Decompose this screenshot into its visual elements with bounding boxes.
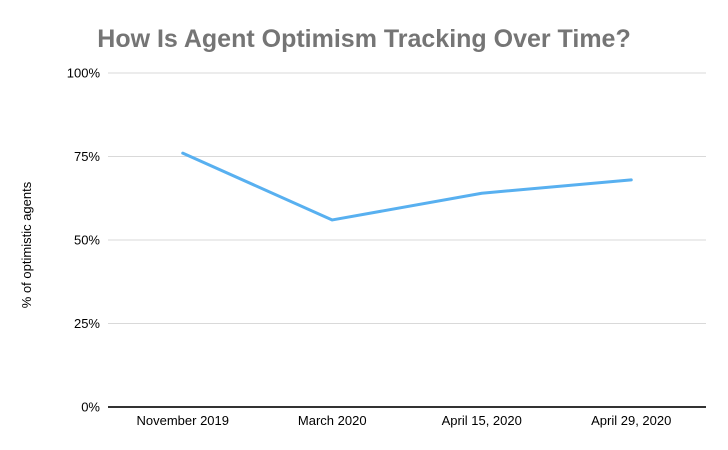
gridlines — [108, 72, 706, 408]
x-axis-tick-labels: November 2019 March 2020 April 15, 2020 Apr… — [137, 413, 672, 428]
data-series — [181, 151, 633, 222]
x-tick-label: March 2020 — [298, 413, 367, 428]
y-tick-label: 25% — [74, 316, 100, 331]
y-tick-label: 0% — [81, 400, 100, 415]
x-tick-label: April 29, 2020 — [591, 413, 671, 428]
y-axis-title: % of optimistic agents — [19, 181, 34, 308]
x-tick-label: November 2019 — [137, 413, 230, 428]
y-axis-tick-labels: 100% 75% 50% 25% 0% — [67, 66, 101, 415]
optimism-trend-line — [181, 151, 633, 222]
y-tick-label: 50% — [74, 233, 100, 248]
y-tick-label: 75% — [74, 149, 100, 164]
chart-title: How Is Agent Optimism Tracking Over Time… — [97, 25, 630, 53]
x-tick-label: April 15, 2020 — [442, 413, 522, 428]
y-tick-label: 100% — [67, 66, 101, 81]
